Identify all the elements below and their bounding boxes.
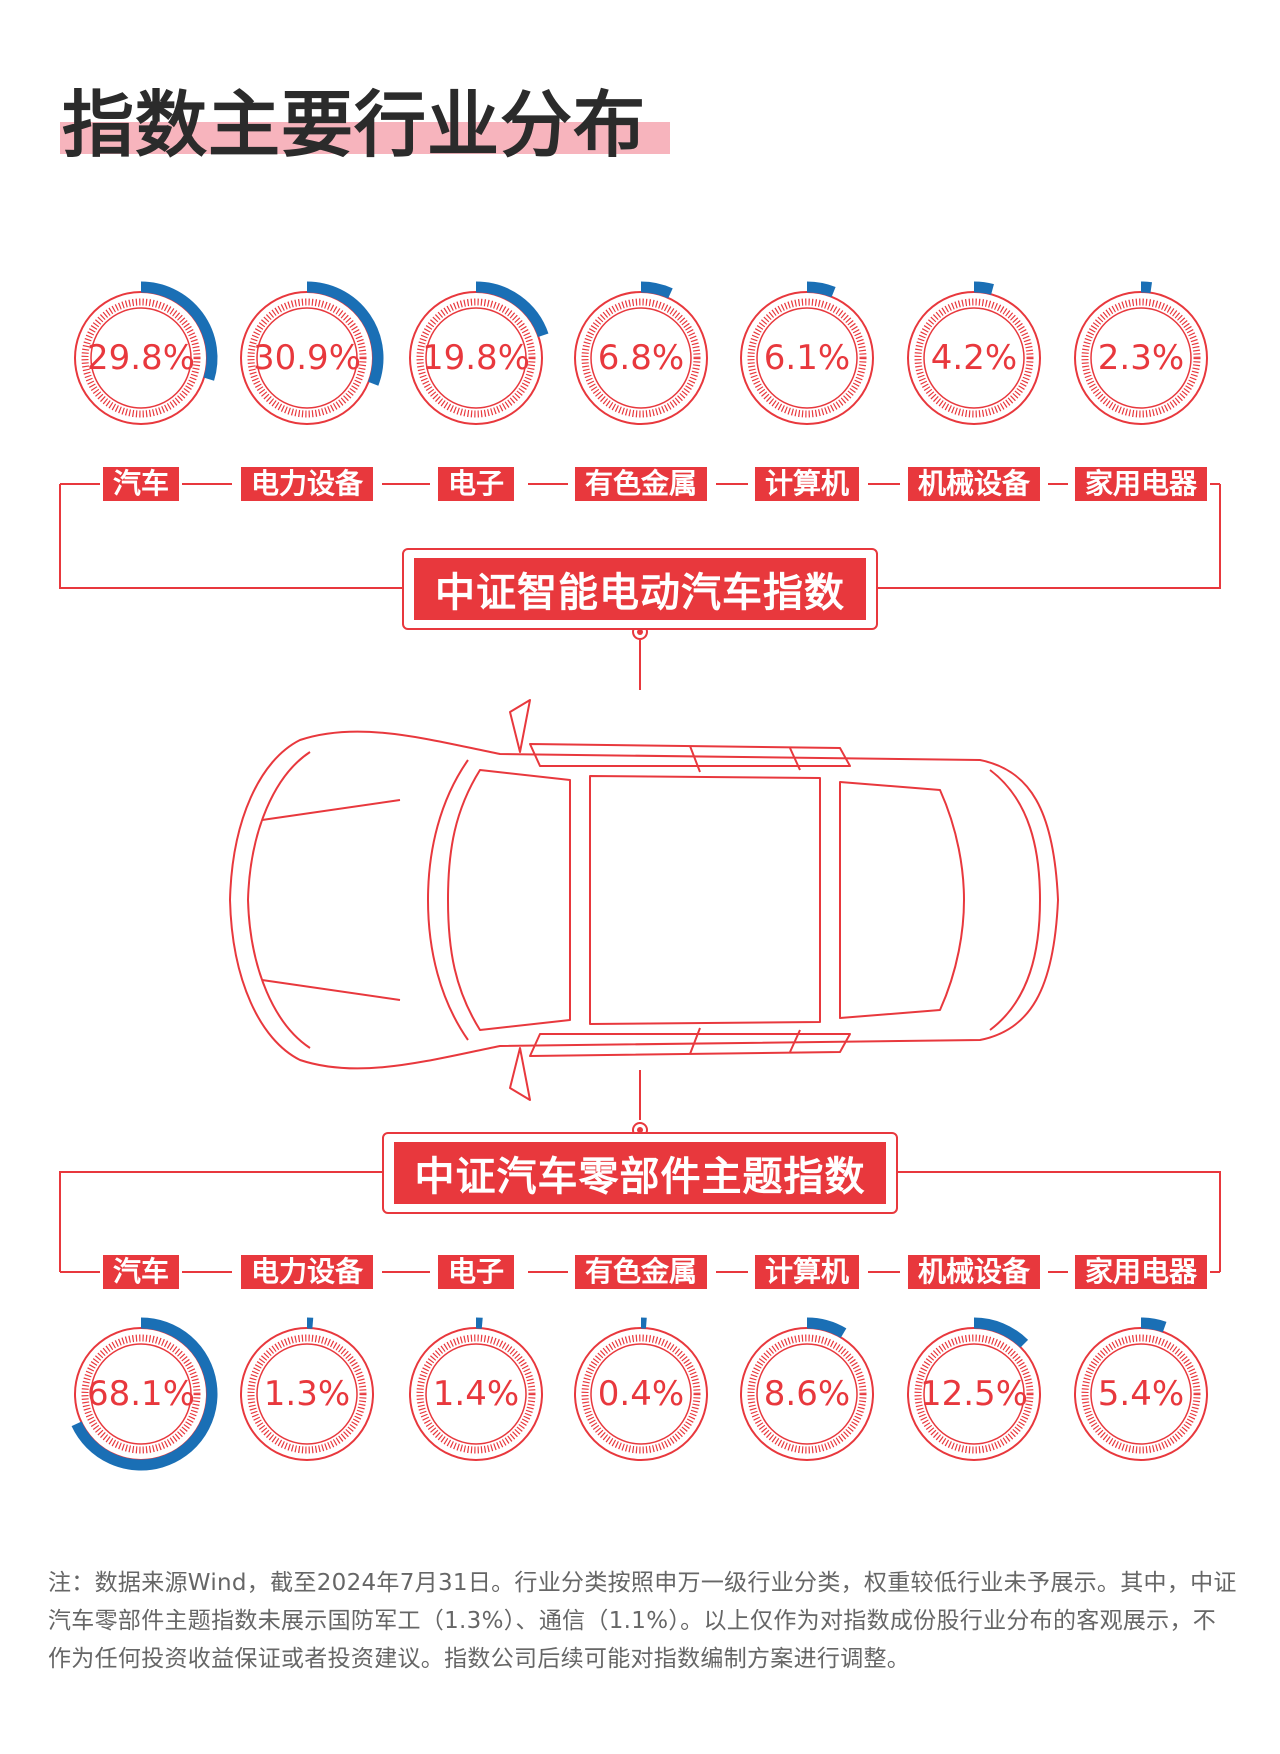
donut-top-4 bbox=[740, 281, 874, 425]
index-box-top: 中证智能电动汽车指数 bbox=[402, 548, 878, 630]
category-label-top-6: 家用电器 bbox=[1074, 467, 1208, 501]
category-label-top-0: 汽车 bbox=[102, 467, 180, 501]
donut-inner-ring bbox=[923, 1343, 1025, 1445]
pct-label-top-4: 6.1% bbox=[763, 338, 851, 378]
donut-inner-ring bbox=[923, 307, 1025, 409]
category-label-top-2: 电子 bbox=[437, 467, 515, 501]
connector-dot-top-center bbox=[637, 629, 643, 635]
index-title-bottom: 中证汽车零部件主题指数 bbox=[394, 1142, 886, 1204]
category-label-bottom-2: 电子 bbox=[437, 1255, 515, 1289]
pct-label-top-5: 4.2% bbox=[930, 338, 1018, 378]
donut-tick-ring bbox=[747, 298, 867, 418]
donut-value-arc bbox=[973, 1317, 1029, 1348]
donut-top-3 bbox=[574, 281, 708, 425]
donut-bottom-2 bbox=[409, 1317, 543, 1461]
donut-tick-ring bbox=[1081, 1334, 1201, 1454]
donut-bottom-0 bbox=[71, 1317, 218, 1471]
donut-tick-ring bbox=[1081, 298, 1201, 418]
donut-bottom-1 bbox=[240, 1317, 374, 1461]
donut-inner-ring bbox=[256, 307, 358, 409]
pct-label-bottom-6: 5.4% bbox=[1097, 1374, 1185, 1414]
category-label-bottom-3: 有色金属 bbox=[574, 1255, 708, 1289]
page-title-block: 指数主要行业分布 bbox=[60, 62, 670, 167]
donut-inner-ring bbox=[425, 1343, 527, 1445]
title-underline bbox=[60, 122, 670, 154]
donut-value-arc bbox=[71, 1317, 218, 1471]
donut-tick-ring bbox=[416, 1334, 536, 1454]
donut-tick-ring bbox=[747, 1334, 867, 1454]
donut-bottom-3 bbox=[574, 1317, 708, 1461]
donut-value-arc bbox=[973, 281, 994, 295]
car-illustration bbox=[229, 699, 1059, 1101]
pct-label-bottom-2: 1.4% bbox=[432, 1374, 520, 1414]
donut-bottom-6 bbox=[1074, 1317, 1208, 1461]
donut-value-arc bbox=[140, 281, 218, 381]
category-label-top-5: 机械设备 bbox=[907, 467, 1041, 501]
donut-inner-ring bbox=[1090, 307, 1192, 409]
footnote: 注：数据来源Wind，截至2024年7月31日。行业分类按照申万一级行业分类，权… bbox=[48, 1570, 1237, 1672]
donut-tick-ring bbox=[914, 298, 1034, 418]
donut-tick-ring bbox=[581, 298, 701, 418]
donut-inner-ring bbox=[756, 1343, 858, 1445]
donut-value-arc bbox=[1140, 281, 1153, 294]
category-label-bottom-4: 计算机 bbox=[754, 1255, 860, 1289]
donut-value-arc bbox=[640, 281, 673, 299]
donut-inner-ring bbox=[756, 307, 858, 409]
donut-inner-ring bbox=[590, 1343, 692, 1445]
pct-label-top-0: 29.8% bbox=[86, 338, 195, 378]
donut-value-arc bbox=[1140, 1317, 1167, 1333]
donut-rings bbox=[71, 281, 1208, 1471]
index-box-bottom: 中证汽车零部件主题指数 bbox=[382, 1132, 898, 1214]
donut-inner-ring bbox=[90, 1343, 192, 1445]
donut-bottom-5 bbox=[907, 1317, 1041, 1461]
donut-inner-ring bbox=[256, 1343, 358, 1445]
category-label-bottom-5: 机械设备 bbox=[907, 1255, 1041, 1289]
pct-label-bottom-4: 8.6% bbox=[763, 1374, 851, 1414]
category-label-top-1: 电力设备 bbox=[240, 467, 374, 501]
page-title: 指数主要行业分布 bbox=[62, 83, 647, 167]
donut-top-0 bbox=[74, 281, 218, 425]
pct-label-top-3: 6.8% bbox=[597, 338, 685, 378]
donut-bottom-4 bbox=[740, 1317, 874, 1461]
connector-lines-top bbox=[59, 483, 1221, 1273]
donut-top-2 bbox=[409, 281, 549, 425]
donut-tick-ring bbox=[247, 1334, 367, 1454]
donut-tick-ring bbox=[416, 298, 536, 418]
donut-top-1 bbox=[240, 281, 384, 425]
donut-inner-ring bbox=[590, 307, 692, 409]
donut-tick-ring bbox=[581, 1334, 701, 1454]
pct-label-bottom-3: 0.4% bbox=[597, 1374, 685, 1414]
donut-inner-ring bbox=[425, 307, 527, 409]
index-title-top: 中证智能电动汽车指数 bbox=[414, 558, 866, 620]
donut-tick-ring bbox=[247, 298, 367, 418]
category-label-bottom-0: 汽车 bbox=[102, 1255, 180, 1289]
category-label-bottom-1: 电力设备 bbox=[240, 1255, 374, 1289]
donut-top-6 bbox=[1074, 281, 1208, 425]
category-label-top-4: 计算机 bbox=[754, 467, 860, 501]
connector-dot-bottom-center bbox=[637, 1127, 643, 1133]
donut-value-arc bbox=[806, 1317, 847, 1338]
donut-value-arc bbox=[806, 281, 836, 298]
pct-label-bottom-5: 12.5% bbox=[919, 1374, 1028, 1414]
donut-tick-ring bbox=[914, 1334, 1034, 1454]
donut-tick-ring bbox=[81, 1334, 201, 1454]
pct-label-top-2: 19.8% bbox=[421, 338, 530, 378]
pct-label-top-6: 2.3% bbox=[1097, 338, 1185, 378]
category-label-bottom-6: 家用电器 bbox=[1074, 1255, 1208, 1289]
donut-value-arc bbox=[306, 281, 384, 386]
donut-top-5 bbox=[907, 281, 1041, 425]
pct-label-top-1: 30.9% bbox=[252, 338, 361, 378]
donut-inner-ring bbox=[1090, 1343, 1192, 1445]
pct-label-bottom-1: 1.3% bbox=[263, 1374, 351, 1414]
donut-value-arc bbox=[475, 281, 549, 338]
category-label-top-3: 有色金属 bbox=[574, 467, 708, 501]
donut-inner-ring bbox=[90, 307, 192, 409]
donut-tick-ring bbox=[81, 298, 201, 418]
pct-label-bottom-0: 68.1% bbox=[86, 1374, 195, 1414]
